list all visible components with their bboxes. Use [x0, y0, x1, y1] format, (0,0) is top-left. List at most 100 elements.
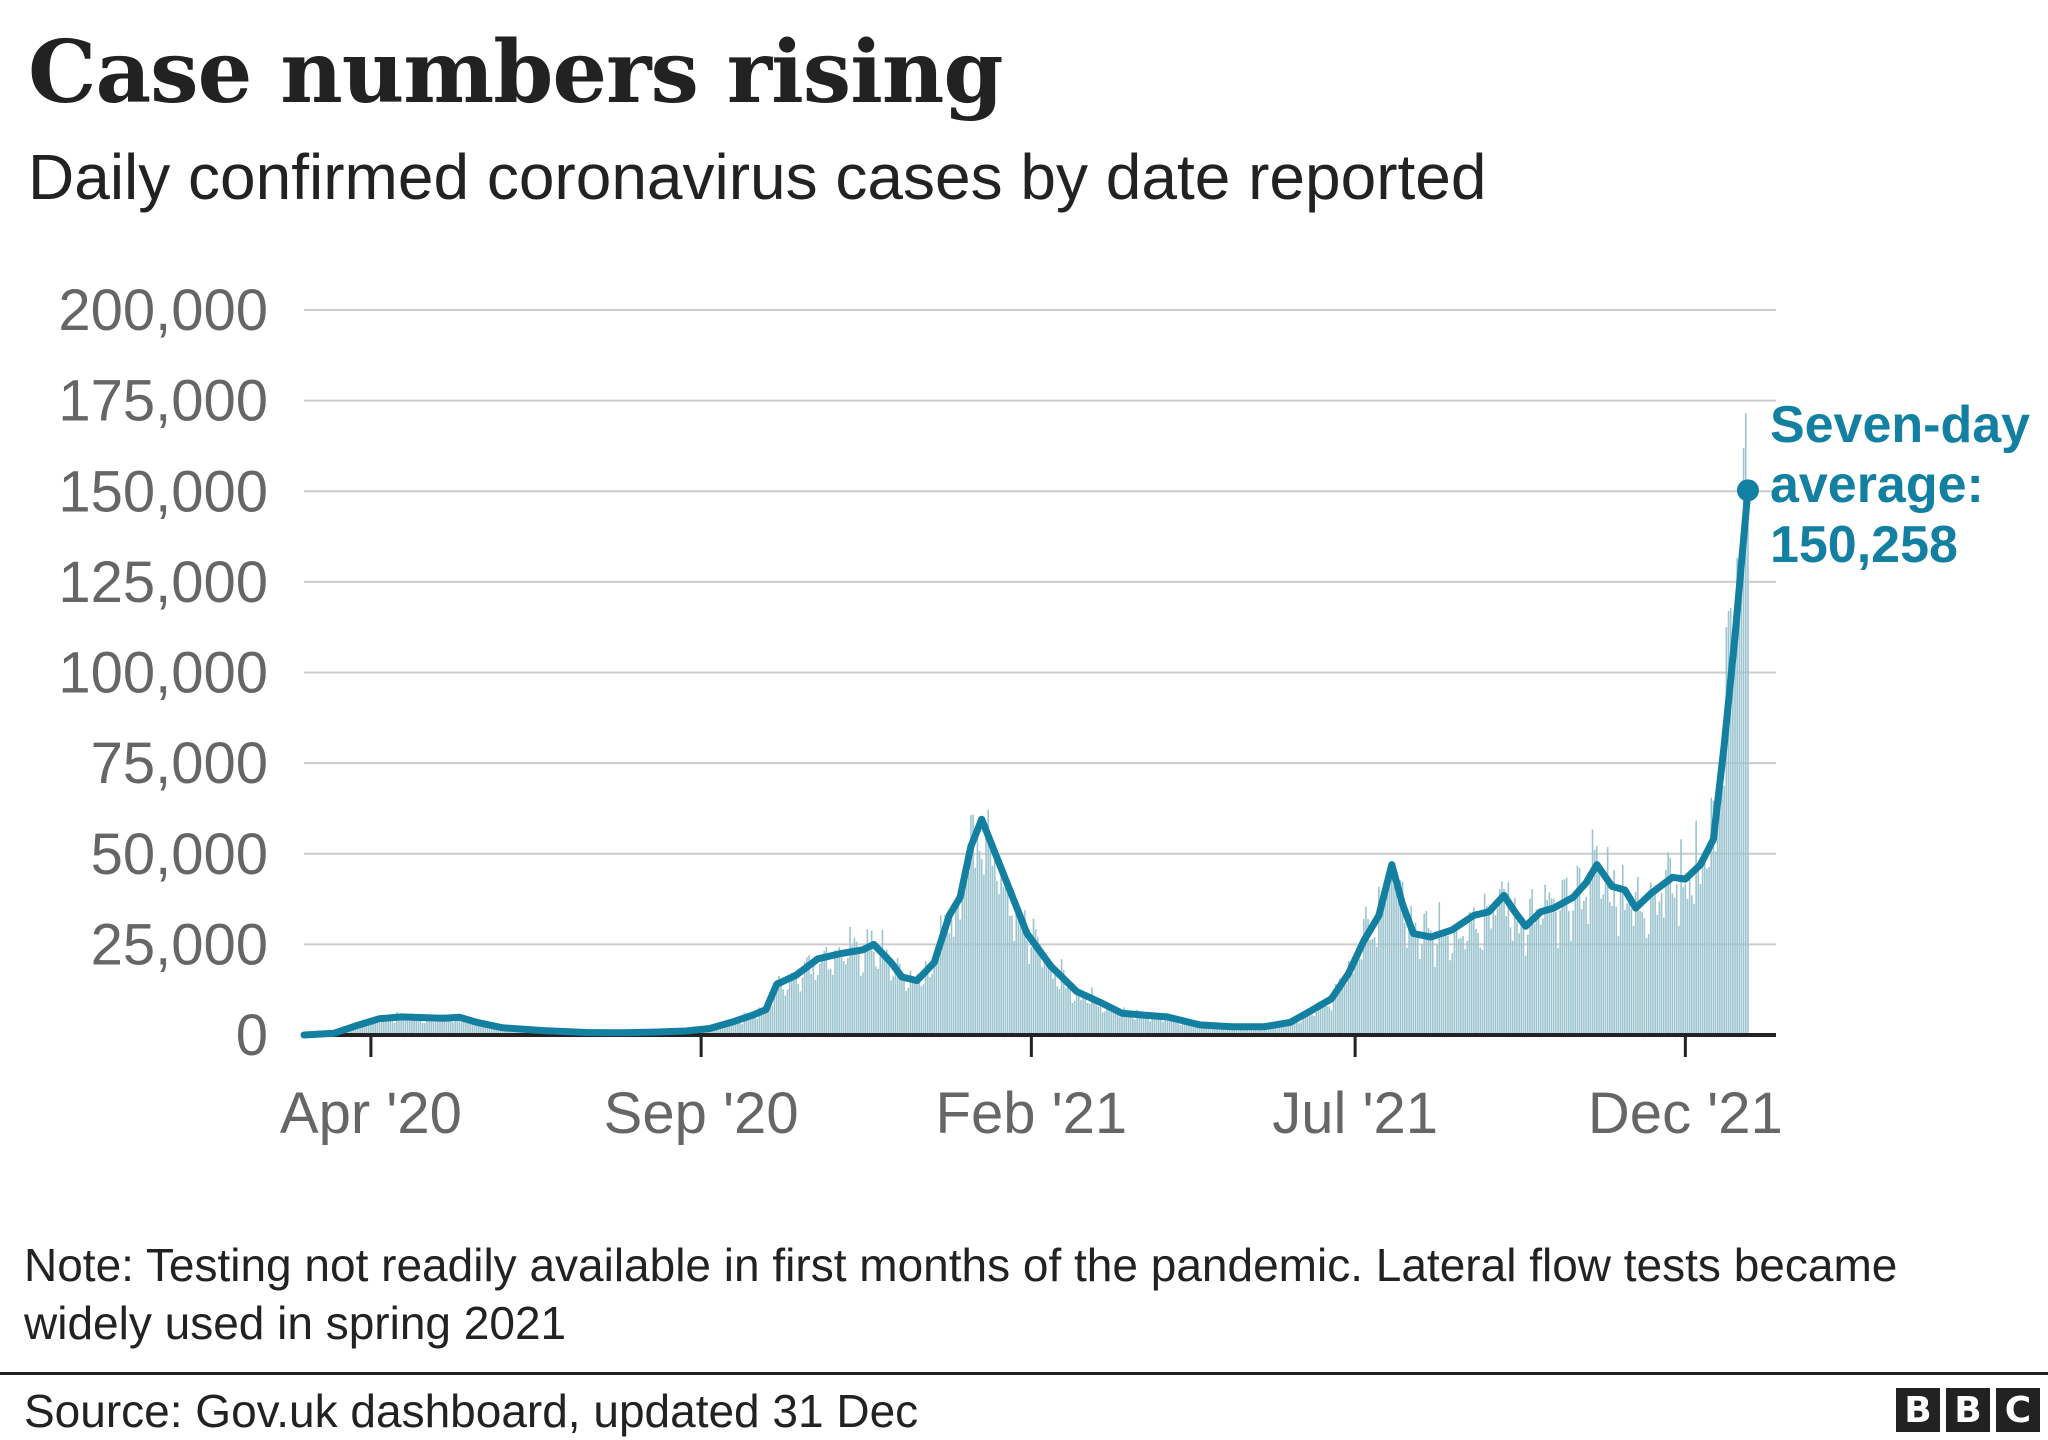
daily-case-bar: [773, 986, 776, 1035]
daily-case-bar: [1155, 1017, 1158, 1035]
daily-case-bar: [1708, 866, 1710, 1035]
daily-case-bar: [449, 1019, 452, 1035]
daily-case-bar: [1593, 849, 1596, 1035]
daily-case-bar: [825, 947, 828, 1035]
daily-case-bar: [445, 1018, 448, 1035]
daily-case-bar: [721, 1024, 724, 1035]
daily-case-bar: [1533, 924, 1536, 1035]
daily-case-bar: [1587, 924, 1590, 1035]
daily-case-bar: [1401, 881, 1404, 1035]
daily-case-bar: [1304, 1013, 1307, 1035]
daily-case-bar: [447, 1018, 450, 1035]
daily-case-bar: [1490, 928, 1492, 1035]
daily-case-bar: [1274, 1024, 1277, 1035]
daily-case-bar: [1384, 903, 1387, 1035]
daily-case-bar: [1598, 869, 1600, 1035]
daily-case-bar: [1632, 925, 1635, 1035]
daily-case-bar: [1231, 1027, 1233, 1035]
daily-case-bar: [734, 1022, 737, 1035]
daily-case-bar: [380, 1016, 383, 1035]
daily-case-bar: [866, 929, 869, 1035]
daily-case-bar: [1652, 888, 1654, 1035]
daily-case-bar: [1106, 1006, 1108, 1035]
annotation-label: Seven-day: [1770, 396, 2030, 454]
daily-case-bar: [860, 975, 862, 1035]
daily-case-bar: [1410, 906, 1413, 1035]
daily-case-bar: [711, 1029, 713, 1035]
daily-case-bar: [1643, 918, 1646, 1035]
daily-case-bar: [745, 1015, 748, 1035]
daily-case-bar: [1101, 1012, 1104, 1035]
daily-case-bar: [1423, 913, 1425, 1035]
daily-case-bar: [1332, 989, 1335, 1035]
daily-case-bar: [1257, 1025, 1259, 1035]
daily-case-bar: [1289, 1023, 1292, 1035]
footer-divider: [0, 1372, 2048, 1375]
daily-case-bar: [1507, 882, 1510, 1035]
daily-case-bar: [1470, 921, 1473, 1035]
daily-case-bar: [346, 1030, 348, 1035]
daily-case-bar: [985, 826, 987, 1035]
daily-case-bar: [1371, 938, 1374, 1035]
daily-case-bar: [1330, 1010, 1333, 1035]
daily-case-bar: [389, 1018, 392, 1035]
gridlines: [304, 309, 1776, 946]
daily-case-bar: [1058, 989, 1061, 1035]
daily-case-bar: [1665, 869, 1667, 1035]
daily-case-bar: [838, 947, 841, 1035]
daily-case-bar: [1153, 1014, 1156, 1035]
daily-case-bar: [1600, 898, 1602, 1035]
daily-case-bar: [1099, 1006, 1102, 1035]
daily-case-bar: [808, 955, 810, 1035]
daily-case-bar: [767, 1005, 769, 1035]
daily-case-bar: [1080, 1000, 1082, 1035]
daily-case-bar: [1606, 847, 1609, 1035]
daily-case-bar: [1166, 1017, 1169, 1035]
daily-case-bar: [441, 1016, 443, 1035]
daily-case-bar: [1019, 920, 1022, 1035]
daily-case-bar: [1211, 1023, 1214, 1035]
daily-case-bar: [469, 1021, 471, 1035]
daily-case-bar: [1112, 1009, 1115, 1035]
daily-case-bar: [1682, 887, 1684, 1035]
daily-case-bar: [946, 924, 948, 1035]
daily-case-bar: [506, 1029, 508, 1035]
latest-value-marker: [1736, 479, 1759, 502]
daily-case-bar: [1065, 987, 1067, 1035]
daily-case-bar: [1125, 1012, 1128, 1035]
daily-case-bar: [749, 1016, 752, 1035]
daily-case-bar: [1339, 978, 1341, 1035]
daily-case-bar: [1691, 895, 1693, 1035]
daily-case-bar: [396, 1012, 398, 1035]
daily-case-bar: [819, 963, 821, 1035]
daily-case-bar: [1034, 929, 1037, 1035]
daily-case-bar: [890, 980, 892, 1035]
daily-case-bar: [1572, 910, 1574, 1035]
daily-case-bar: [387, 1016, 389, 1035]
daily-case-bar: [989, 836, 992, 1035]
daily-case-bar: [1654, 885, 1656, 1035]
daily-case-bar: [799, 991, 802, 1035]
daily-case-bar: [1514, 897, 1516, 1035]
daily-case-bar: [355, 1027, 357, 1035]
daily-case-bar: [1123, 1007, 1125, 1035]
y-tick-label: 100,000: [58, 641, 268, 706]
daily-case-bar: [408, 1020, 411, 1035]
daily-case-bar: [950, 919, 953, 1035]
daily-case-bar: [460, 1016, 463, 1035]
daily-case-bar: [782, 989, 784, 1035]
daily-case-bar: [367, 1019, 370, 1035]
daily-case-bar: [909, 970, 912, 1035]
daily-case-bar: [1142, 1015, 1145, 1035]
daily-case-bar: [1093, 1001, 1095, 1035]
daily-case-bar: [806, 957, 808, 1035]
daily-case-bar: [1617, 936, 1620, 1035]
daily-case-bar: [996, 880, 998, 1035]
daily-case-bar: [1736, 557, 1738, 1035]
daily-case-bar: [1693, 903, 1695, 1035]
daily-case-bar: [413, 1014, 415, 1035]
daily-case-bar: [1457, 938, 1460, 1035]
daily-case-bar: [1585, 896, 1587, 1035]
daily-case-bar: [478, 1024, 480, 1035]
daily-case-bar: [1164, 1018, 1166, 1035]
